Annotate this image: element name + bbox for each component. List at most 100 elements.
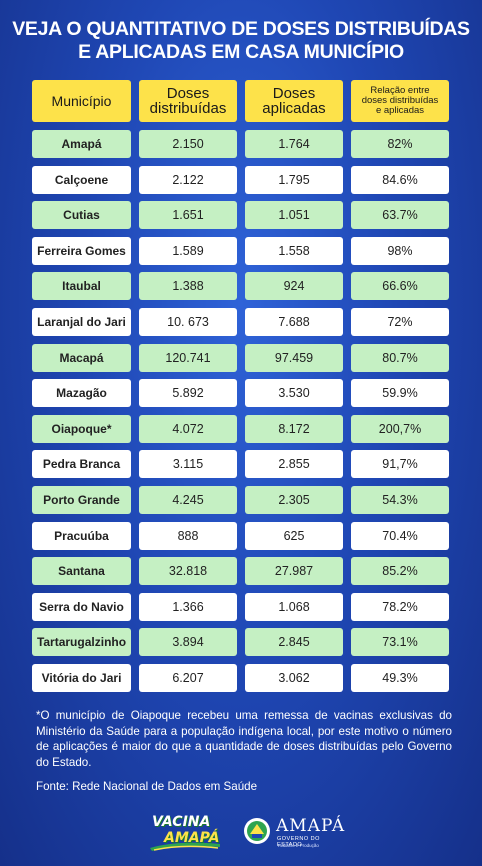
cell-municipio: Mazagão — [32, 379, 131, 408]
header-municipio: Município — [32, 80, 131, 122]
cell-relacao: 59.9% — [351, 379, 449, 408]
cell-municipio: Santana — [32, 557, 131, 586]
table-row: Pedra Branca 3.115 2.855 91,7% — [32, 450, 450, 479]
cell-municipio: Vitória do Jari — [32, 663, 131, 692]
cell-municipio: Porto Grande — [32, 485, 131, 514]
table-row: Serra do Navio 1.366 1.068 78.2% — [32, 592, 450, 621]
cell-relacao: 78.2% — [351, 592, 449, 621]
header-aplicadas-line-1: Doses — [272, 85, 316, 102]
cell-relacao: 200,7% — [351, 414, 449, 443]
cell-relacao: 72% — [351, 307, 449, 336]
cell-relacao: 73.1% — [351, 628, 449, 657]
cell-relacao: 54.3% — [351, 485, 449, 514]
header-aplicadas: Doses aplicadas — [245, 80, 343, 122]
cell-aplicadas: 1.068 — [245, 592, 343, 621]
source-text: Fonte: Rede Nacional de Dados em Saúde — [36, 780, 258, 793]
table-row: Amapá 2.150 1.764 82% — [32, 130, 450, 158]
cell-distribuidas: 888 — [139, 521, 237, 550]
cell-aplicadas: 8.172 — [245, 414, 343, 443]
cell-distribuidas: 1.589 — [139, 236, 237, 265]
cell-distribuidas: 3.894 — [139, 628, 237, 657]
table-row: Porto Grande 4.245 2.305 54.3% — [32, 485, 450, 514]
gov-tagline: Trabalho e Produção — [277, 843, 319, 848]
state-emblem-icon — [244, 818, 270, 844]
cell-distribuidas: 5.892 — [139, 379, 237, 408]
cell-municipio: Pedra Branca — [32, 450, 131, 479]
cell-distribuidas: 3.115 — [139, 450, 237, 479]
cell-municipio: Itaubal — [32, 272, 131, 301]
cell-municipio: Amapá — [32, 130, 131, 158]
table-header-row: Município Doses distribuídas Doses aplic… — [32, 80, 450, 122]
table-row: Macapá 120.741 97.459 80.7% — [32, 343, 450, 372]
cell-relacao: 63.7% — [351, 201, 449, 230]
cell-distribuidas: 10. 673 — [139, 307, 237, 336]
header-relacao-line-2: doses distribuídas — [361, 95, 439, 106]
doses-table: Município Doses distribuídas Doses aplic… — [32, 80, 450, 700]
vacina-logo-word-2: AMAPÁ — [164, 830, 220, 846]
cell-aplicadas: 625 — [245, 521, 343, 550]
cell-municipio: Serra do Navio — [32, 592, 131, 621]
table-row: Calçoene 2.122 1.795 84.6% — [32, 165, 450, 194]
vacina-amapa-logo: VACINA AMAPÁ — [148, 810, 226, 852]
vacina-logo-word-1: VACINA — [152, 814, 211, 830]
cell-distribuidas: 4.072 — [139, 414, 237, 443]
footnote: *O município de Oiapoque recebeu uma rem… — [36, 709, 452, 769]
cell-municipio: Macapá — [32, 343, 131, 372]
cell-aplicadas: 97.459 — [245, 343, 343, 372]
table-row: Oiapoque* 4.072 8.172 200,7% — [32, 414, 450, 443]
cell-municipio: Cutias — [32, 201, 131, 230]
table-body: Amapá 2.150 1.764 82% Calçoene 2.122 1.795 84.6… — [32, 130, 450, 692]
cell-distribuidas: 1.388 — [139, 272, 237, 301]
cell-aplicadas: 1.558 — [245, 236, 343, 265]
header-relacao-line-1: Relação entre — [370, 85, 430, 96]
header-municipio-label: Município — [51, 93, 112, 109]
header-relacao: Relação entre doses distribuídas e aplic… — [351, 80, 449, 122]
table-row: Pracuúba 888 625 70.4% — [32, 521, 450, 550]
cell-aplicadas: 2.855 — [245, 450, 343, 479]
cell-aplicadas: 27.987 — [245, 557, 343, 586]
cell-aplicadas: 7.688 — [245, 307, 343, 336]
cell-distribuidas: 1.651 — [139, 201, 237, 230]
cell-distribuidas: 6.207 — [139, 663, 237, 692]
cell-relacao: 84.6% — [351, 165, 449, 194]
table-row: Tartarugalzinho 3.894 2.845 73.1% — [32, 628, 450, 657]
cell-municipio: Oiapoque* — [32, 414, 131, 443]
cell-municipio: Ferreira Gomes — [32, 236, 131, 265]
cell-relacao: 85.2% — [351, 557, 449, 586]
cell-municipio: Laranjal do Jari — [32, 307, 131, 336]
table-row: Itaubal 1.388 924 66.6% — [32, 272, 450, 301]
cell-municipio: Calçoene — [32, 165, 131, 194]
header-distribuidas-line-1: Doses — [166, 85, 210, 102]
cell-aplicadas: 924 — [245, 272, 343, 301]
cell-aplicadas: 3.062 — [245, 663, 343, 692]
gov-name: AMAPÁ — [276, 816, 346, 836]
cell-relacao: 91,7% — [351, 450, 449, 479]
header-relacao-line-3: e aplicadas — [375, 105, 425, 116]
cell-municipio: Pracuúba — [32, 521, 131, 550]
table-row: Cutias 1.651 1.051 63.7% — [32, 201, 450, 230]
swoosh-icon — [150, 842, 220, 851]
title-line-1: VEJA O QUANTITATIVO DE DOSES DISTRIBUÍDA… — [12, 18, 470, 40]
gov-subtitle: GOVERNO DO ESTADO — [277, 836, 320, 848]
governo-amapa-logo: AMAPÁ GOVERNO DO ESTADO Trabalho e Produ… — [242, 814, 346, 850]
cell-aplicadas: 2.305 — [245, 485, 343, 514]
header-distribuidas-line-2: distribuídas — [149, 100, 227, 117]
page-title: VEJA O QUANTITATIVO DE DOSES DISTRIBUÍDA… — [0, 18, 482, 64]
cell-relacao: 82% — [351, 130, 449, 158]
cell-aplicadas: 1.795 — [245, 165, 343, 194]
table-row: Vitória do Jari 6.207 3.062 49.3% — [32, 663, 450, 692]
cell-distribuidas: 120.741 — [139, 343, 237, 372]
cell-relacao: 66.6% — [351, 272, 449, 301]
cell-distribuidas: 2.150 — [139, 130, 237, 158]
cell-aplicadas: 3.530 — [245, 379, 343, 408]
cell-relacao: 80.7% — [351, 343, 449, 372]
table-row: Laranjal do Jari 10. 673 7.688 72% — [32, 307, 450, 336]
table-row: Santana 32.818 27.987 85.2% — [32, 557, 450, 586]
cell-aplicadas: 2.845 — [245, 628, 343, 657]
cell-relacao: 49.3% — [351, 663, 449, 692]
cell-municipio: Tartarugalzinho — [32, 628, 131, 657]
cell-relacao: 70.4% — [351, 521, 449, 550]
cell-aplicadas: 1.051 — [245, 201, 343, 230]
header-aplicadas-line-2: aplicadas — [262, 100, 326, 117]
cell-distribuidas: 4.245 — [139, 485, 237, 514]
